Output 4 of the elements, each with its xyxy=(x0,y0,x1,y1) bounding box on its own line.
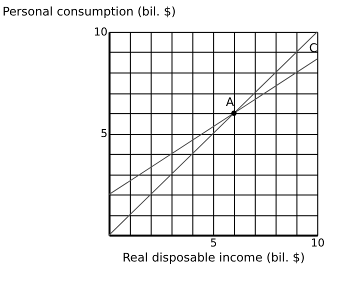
x-axis-title: Real disposable income (bil. $) xyxy=(122,250,305,264)
annotation: A xyxy=(226,95,235,110)
annotation: C xyxy=(309,40,318,55)
y-axis-title: Personal consumption (bil. $) xyxy=(2,4,176,19)
